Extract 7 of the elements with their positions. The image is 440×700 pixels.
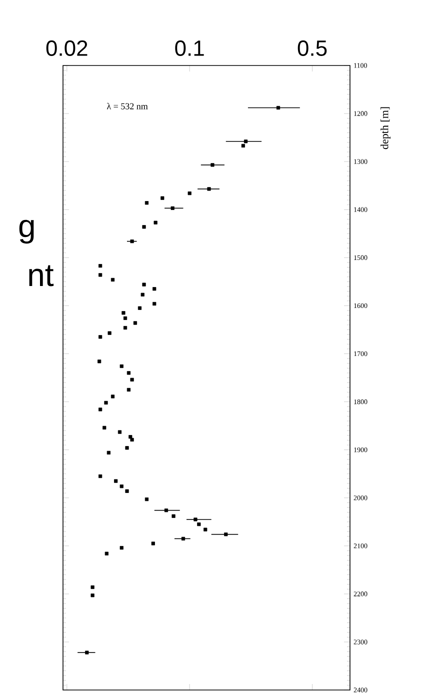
annotation: λ = 532 nm xyxy=(106,102,148,110)
text: nt xyxy=(29,265,54,286)
text: g xyxy=(19,220,34,244)
x-tick-label: 0.1 xyxy=(175,40,204,56)
y-axis-title: depth [m] xyxy=(380,107,390,150)
x-tick-label: 0.5 xyxy=(298,40,327,56)
x-tick-label: 0.02 xyxy=(46,40,88,56)
